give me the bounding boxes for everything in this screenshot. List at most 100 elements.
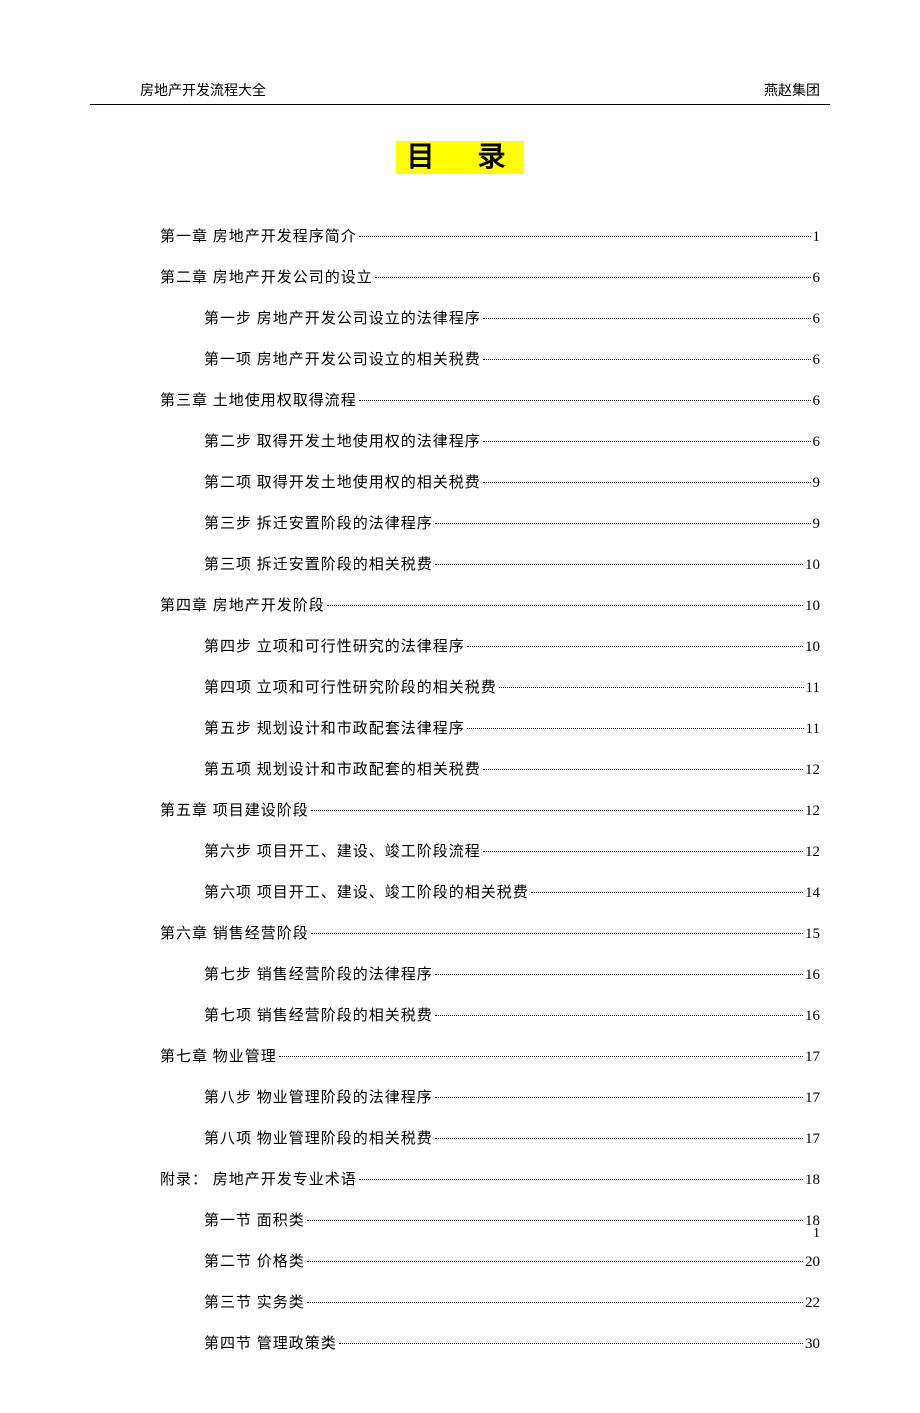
toc-leader-dots bbox=[307, 1302, 803, 1303]
toc-entry: 第二节 价格类 20 bbox=[160, 1250, 820, 1271]
page-header: 房地产开发流程大全 燕赵集团 bbox=[90, 80, 830, 105]
toc-entry-page: 1 bbox=[813, 229, 821, 246]
toc-entry-label: 第七章 物业管理 bbox=[160, 1045, 277, 1066]
toc-entry-page: 6 bbox=[813, 352, 821, 369]
toc-entry: 第一节 面积类18 bbox=[160, 1209, 820, 1230]
toc-leader-dots bbox=[359, 400, 811, 401]
toc-entry-label: 第四节 管理政策类 bbox=[204, 1332, 337, 1353]
toc-entry: 第六项 项目开工、建设、竣工阶段的相关税费 14 bbox=[160, 881, 820, 902]
toc-entry-label: 第一章 房地产开发程序简介 bbox=[160, 225, 357, 246]
toc-leader-dots bbox=[311, 933, 803, 934]
toc-entry-page: 11 bbox=[806, 680, 820, 697]
toc-entry-page: 10 bbox=[805, 639, 820, 656]
toc-entry: 第七步 销售经营阶段的法律程序 16 bbox=[160, 963, 820, 984]
toc-entry: 第五章 项目建设阶段 12 bbox=[160, 799, 820, 820]
toc-entry: 第五项 规划设计和市政配套的相关税费 12 bbox=[160, 758, 820, 779]
toc-entry-page: 10 bbox=[805, 557, 820, 574]
toc-entry: 第七章 物业管理17 bbox=[160, 1045, 820, 1066]
toc-entry-label: 第五步 规划设计和市政配套法律程序 bbox=[204, 717, 465, 738]
toc-leader-dots bbox=[467, 728, 804, 729]
toc-leader-dots bbox=[307, 1261, 803, 1262]
toc-entry-page: 16 bbox=[805, 1008, 820, 1025]
toc-entry-label: 第二项 取得开发土地使用权的相关税费 bbox=[204, 471, 481, 492]
toc-entry: 第八步 物业管理阶段的法律程序 17 bbox=[160, 1086, 820, 1107]
toc-entry-page: 12 bbox=[805, 762, 820, 779]
toc-leader-dots bbox=[483, 359, 811, 360]
toc-leader-dots bbox=[483, 851, 803, 852]
toc-leader-dots bbox=[435, 564, 803, 565]
toc-entry: 第二章 房地产开发公司的设立 6 bbox=[160, 266, 820, 287]
table-of-contents: 第一章 房地产开发程序简介 1 第二章 房地产开发公司的设立 6 第一步 房地产开发公司… bbox=[90, 225, 830, 1353]
toc-entry-label: 第一步 房地产开发公司设立的法律程序 bbox=[204, 307, 481, 328]
toc-entry: 第一章 房地产开发程序简介 1 bbox=[160, 225, 820, 246]
toc-entry-label: 第四章 房地产开发阶段 bbox=[160, 594, 325, 615]
toc-entry-page: 20 bbox=[805, 1254, 820, 1271]
toc-leader-dots bbox=[467, 646, 803, 647]
toc-entry: 第八项 物业管理阶段的相关税费17 bbox=[160, 1127, 820, 1148]
toc-title-text: 目 录 bbox=[396, 141, 523, 174]
toc-entry: 第四项 立项和可行性研究阶段的相关税费 11 bbox=[160, 676, 820, 697]
toc-entry-page: 6 bbox=[813, 270, 821, 287]
header-left-text: 房地产开发流程大全 bbox=[140, 80, 266, 100]
toc-entry-page: 11 bbox=[806, 721, 820, 738]
toc-leader-dots bbox=[499, 687, 804, 688]
toc-leader-dots bbox=[531, 892, 803, 893]
toc-entry-label: 第四项 立项和可行性研究阶段的相关税费 bbox=[204, 676, 497, 697]
toc-leader-dots bbox=[483, 769, 803, 770]
toc-entry-page: 12 bbox=[805, 803, 820, 820]
toc-entry-label: 第一节 面积类 bbox=[204, 1209, 305, 1230]
toc-entry-label: 第三项 拆迁安置阶段的相关税费 bbox=[204, 553, 433, 574]
toc-entry-label: 第五项 规划设计和市政配套的相关税费 bbox=[204, 758, 481, 779]
toc-entry-label: 第六项 项目开工、建设、竣工阶段的相关税费 bbox=[204, 881, 529, 902]
toc-entry-label: 第七项 销售经营阶段的相关税费 bbox=[204, 1004, 433, 1025]
toc-entry: 第六步 项目开工、建设、竣工阶段流程12 bbox=[160, 840, 820, 861]
toc-entry-label: 第六章 销售经营阶段 bbox=[160, 922, 309, 943]
toc-entry-label: 第七步 销售经营阶段的法律程序 bbox=[204, 963, 433, 984]
toc-leader-dots bbox=[375, 277, 811, 278]
toc-entry: 第四步 立项和可行性研究的法律程序 10 bbox=[160, 635, 820, 656]
header-right-text: 燕赵集团 bbox=[764, 80, 820, 100]
toc-entry-label: 第六步 项目开工、建设、竣工阶段流程 bbox=[204, 840, 481, 861]
toc-entry-label: 第二节 价格类 bbox=[204, 1250, 305, 1271]
toc-leader-dots bbox=[339, 1343, 803, 1344]
toc-entry-label: 第二章 房地产开发公司的设立 bbox=[160, 266, 373, 287]
toc-entry: 第二项 取得开发土地使用权的相关税费 9 bbox=[160, 471, 820, 492]
toc-entry-page: 9 bbox=[813, 516, 821, 533]
toc-entry-page: 22 bbox=[805, 1295, 820, 1312]
toc-leader-dots bbox=[483, 441, 811, 442]
toc-entry-page: 6 bbox=[813, 393, 821, 410]
toc-leader-dots bbox=[483, 482, 811, 483]
toc-entry-page: 10 bbox=[805, 598, 820, 615]
toc-entry-label: 第四步 立项和可行性研究的法律程序 bbox=[204, 635, 465, 656]
toc-entry: 附录： 房地产开发专业术语18 bbox=[160, 1168, 820, 1189]
toc-entry-page: 30 bbox=[805, 1336, 820, 1353]
toc-leader-dots bbox=[307, 1220, 803, 1221]
document-page: 房地产开发流程大全 燕赵集团 目 录 第一章 房地产开发程序简介 1 第二章 房地产… bbox=[0, 0, 920, 1413]
toc-leader-dots bbox=[359, 236, 811, 237]
toc-leader-dots bbox=[327, 605, 803, 606]
toc-entry-label: 第三步 拆迁安置阶段的法律程序 bbox=[204, 512, 433, 533]
toc-entry-page: 15 bbox=[805, 926, 820, 943]
toc-entry-page: 17 bbox=[805, 1131, 820, 1148]
toc-leader-dots bbox=[435, 1097, 803, 1098]
toc-entry-label: 第一项 房地产开发公司设立的相关税费 bbox=[204, 348, 481, 369]
toc-entry: 第五步 规划设计和市政配套法律程序 11 bbox=[160, 717, 820, 738]
toc-entry: 第四节 管理政策类 30 bbox=[160, 1332, 820, 1353]
toc-entry: 第一项 房地产开发公司设立的相关税费 6 bbox=[160, 348, 820, 369]
toc-entry-label: 附录： 房地产开发专业术语 bbox=[160, 1168, 357, 1189]
toc-entry-page: 14 bbox=[805, 885, 820, 902]
toc-entry: 第三章 土地使用权取得流程 6 bbox=[160, 389, 820, 410]
toc-entry: 第六章 销售经营阶段 15 bbox=[160, 922, 820, 943]
toc-entry-label: 第八步 物业管理阶段的法律程序 bbox=[204, 1086, 433, 1107]
toc-entry-label: 第五章 项目建设阶段 bbox=[160, 799, 309, 820]
toc-entry: 第三步 拆迁安置阶段的法律程序 9 bbox=[160, 512, 820, 533]
toc-entry-page: 9 bbox=[813, 475, 821, 492]
toc-entry-label: 第二步 取得开发土地使用权的法律程序 bbox=[204, 430, 481, 451]
toc-leader-dots bbox=[435, 1015, 803, 1016]
toc-entry-page: 16 bbox=[805, 967, 820, 984]
toc-entry-page: 6 bbox=[813, 434, 821, 451]
toc-entry-label: 第三章 土地使用权取得流程 bbox=[160, 389, 357, 410]
toc-leader-dots bbox=[435, 1138, 803, 1139]
toc-entry: 第二步 取得开发土地使用权的法律程序 6 bbox=[160, 430, 820, 451]
toc-entry-page: 17 bbox=[805, 1090, 820, 1107]
